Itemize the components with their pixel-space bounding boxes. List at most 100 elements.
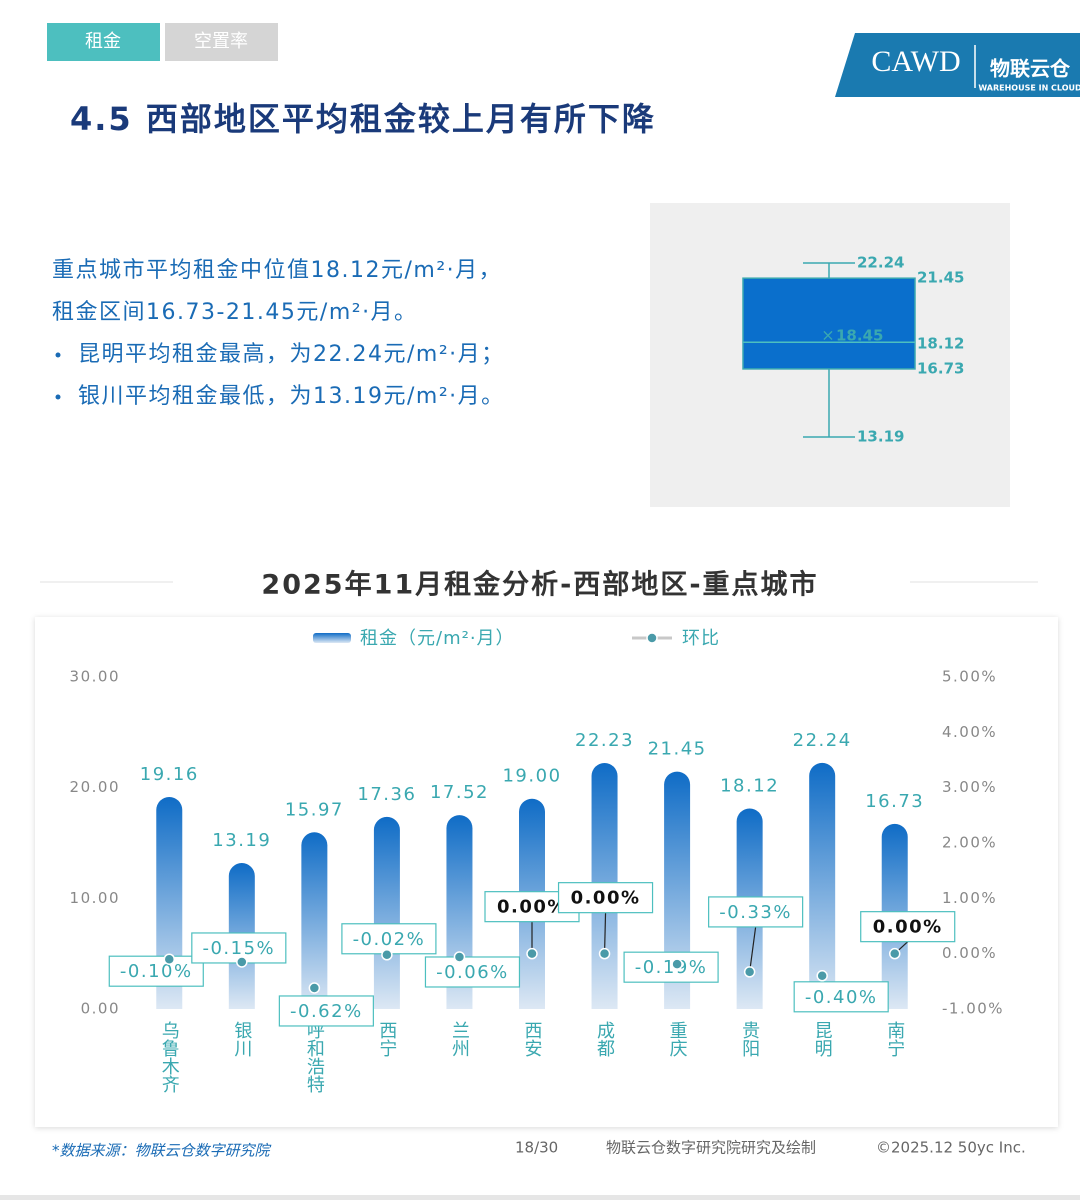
bullet xyxy=(55,352,61,358)
point-label-box xyxy=(278,995,374,1027)
tab[interactable] xyxy=(165,23,278,61)
point xyxy=(163,953,176,965)
chart-title: 2025年11月租金分析-西部地区-重点城市 xyxy=(261,569,818,601)
x-tick-label: 西宁 xyxy=(376,1021,397,1057)
point xyxy=(671,958,683,970)
bar xyxy=(664,771,691,1009)
bar xyxy=(373,816,400,1009)
x-tick-label: 昆明 xyxy=(812,1021,833,1058)
point-label: -0.33% xyxy=(719,902,792,923)
credit: 物联云仓数字研究院研究及绘制 xyxy=(606,1139,816,1157)
y-tick-label: 0.00 xyxy=(81,1000,120,1018)
point-label: -0.10% xyxy=(120,961,193,982)
point-label-box xyxy=(708,896,804,928)
y2-tick-label: -1.00% xyxy=(942,1000,1004,1018)
page-number: 18/30 xyxy=(515,1139,558,1157)
value-label: 16.73 xyxy=(865,791,924,812)
point xyxy=(816,970,828,982)
x-tick-label: 银川 xyxy=(231,1021,252,1057)
point-label-box xyxy=(341,923,437,955)
box-label: 18.45 xyxy=(836,326,883,344)
point-label-box xyxy=(424,956,521,988)
point-label: -0.40% xyxy=(805,987,878,1008)
heading-bg xyxy=(173,562,910,608)
y2-tick-label: 2.00% xyxy=(942,834,997,852)
value-label: 13.19 xyxy=(212,830,271,851)
y-tick-label: 10.00 xyxy=(70,889,120,907)
logo-bg xyxy=(835,33,1080,97)
summary-line: 租金区间16.73-21.45元/m²·月。 xyxy=(52,300,418,325)
point xyxy=(236,956,248,968)
leader-line xyxy=(749,926,757,973)
box-label: 13.19 xyxy=(857,428,904,446)
summary-line: 银川平均租金最低，为13.19元/m²·月。 xyxy=(78,384,505,409)
point xyxy=(598,947,611,960)
point-label: -0.62% xyxy=(290,1001,363,1022)
x-tick-label: 成都 xyxy=(594,1021,615,1057)
logo-cawd: CAWD xyxy=(871,45,960,78)
point-label-box xyxy=(623,951,719,983)
y2-tick-label: 5.00% xyxy=(942,668,997,686)
page-title: 4.5 西部地区平均租金较上月有所下降 xyxy=(70,100,656,138)
x-tick-label: 乌鲁木齐 xyxy=(159,1021,180,1093)
copyright: ©2025.12 50yc Inc. xyxy=(876,1139,1026,1157)
summary-line: 重点城市平均租金中位值18.12元/m²·月， xyxy=(52,258,502,283)
y-tick-label: 30.00 xyxy=(70,668,120,686)
summary-line: 昆明平均租金最高，为22.24元/m²·月； xyxy=(78,342,505,367)
value-label: 22.24 xyxy=(793,730,852,751)
tab-label[interactable]: 租金 xyxy=(85,31,121,52)
point-label-box xyxy=(793,981,889,1013)
point-label-box xyxy=(860,911,956,943)
value-label: 15.97 xyxy=(285,799,344,820)
y-tick-label: 20.00 xyxy=(70,778,120,796)
tab-label[interactable]: 空置率 xyxy=(194,31,248,52)
value-label: 22.23 xyxy=(575,730,634,751)
point-label-box xyxy=(108,955,204,987)
logo-brand-en: WAREHOUSE IN CLOUD xyxy=(978,84,1080,93)
y2-tick-label: 4.00% xyxy=(942,723,997,741)
box xyxy=(742,277,916,370)
point-label: 0.00% xyxy=(497,897,567,918)
bar xyxy=(301,832,328,1009)
value-label: 17.36 xyxy=(357,784,416,805)
legend-swatch xyxy=(646,632,658,644)
box-label: 21.45 xyxy=(917,269,964,287)
x-tick-label: 呼和浩特 xyxy=(304,1021,325,1093)
point-label: -0.15% xyxy=(202,938,275,959)
point-label: -0.06% xyxy=(436,962,509,983)
point-label-box xyxy=(557,882,654,914)
x-tick-label: 南宁 xyxy=(884,1021,905,1057)
box-label: 18.12 xyxy=(917,335,964,353)
point-label: -0.02% xyxy=(353,929,426,950)
y2-tick-label: 0.00% xyxy=(942,944,997,962)
legend-swatch xyxy=(313,633,351,643)
value-label: 19.00 xyxy=(502,766,561,787)
legend-label: 环比 xyxy=(682,628,720,649)
bar xyxy=(809,762,836,1009)
point xyxy=(453,951,466,963)
point xyxy=(526,947,538,960)
y2-tick-label: 3.00% xyxy=(942,778,997,796)
value-label: 18.12 xyxy=(720,775,779,796)
bullet xyxy=(55,394,61,400)
leader-line xyxy=(603,912,607,954)
point-label: 0.00% xyxy=(873,917,943,938)
value-label: 17.52 xyxy=(430,782,489,803)
x-tick-label: 贵阳 xyxy=(739,1021,760,1057)
value-label: 21.45 xyxy=(648,739,707,760)
x-tick-label: 重庆 xyxy=(667,1021,688,1057)
bottom-band xyxy=(0,1195,1080,1200)
box-label: 22.24 xyxy=(857,254,904,272)
box-label: 16.73 xyxy=(917,359,964,377)
value-label: 19.16 xyxy=(140,764,199,785)
legend-label: 租金（元/m²·月） xyxy=(360,628,515,649)
tab[interactable] xyxy=(47,23,160,61)
point xyxy=(308,982,321,994)
y2-tick-label: 1.00% xyxy=(942,889,997,907)
logo-brand: 物联云仓 xyxy=(990,57,1071,81)
x-tick-label: 西安 xyxy=(522,1021,543,1057)
point xyxy=(888,947,901,960)
point-label: 0.00% xyxy=(571,888,641,909)
x-tick-label: 兰州 xyxy=(449,1021,470,1057)
